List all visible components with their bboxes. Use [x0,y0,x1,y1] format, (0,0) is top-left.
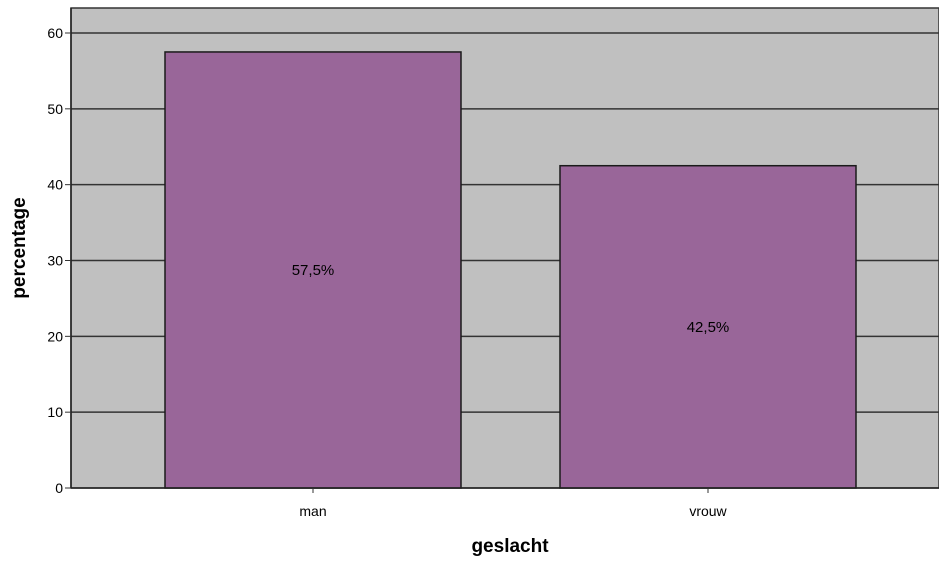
y-tick-label: 60 [47,25,63,41]
data-labels: 57,5% 42,5% [292,262,730,336]
y-tick-label: 0 [55,480,63,496]
y-tick-label: 10 [47,404,63,420]
y-tick-label: 40 [47,177,63,193]
y-tick-labels: 0 10 20 30 40 50 60 [47,25,71,496]
axes [70,8,939,489]
y-axis-title: percentage [9,197,30,298]
y-tick-label: 20 [47,328,63,344]
x-axis-title: geslacht [471,536,549,557]
bars [164,51,857,489]
data-label-man: 57,5% [292,262,335,279]
x-tick-labels: man vrouw [299,488,728,519]
y-tick-label: 50 [47,101,63,117]
bar-man [164,51,462,489]
x-tick-label-man: man [299,503,326,519]
data-label-vrouw: 42,5% [687,319,730,336]
bar-vrouw [559,164,857,489]
y-tick-label: 30 [47,253,63,269]
x-tick-label-vrouw: vrouw [689,503,727,519]
